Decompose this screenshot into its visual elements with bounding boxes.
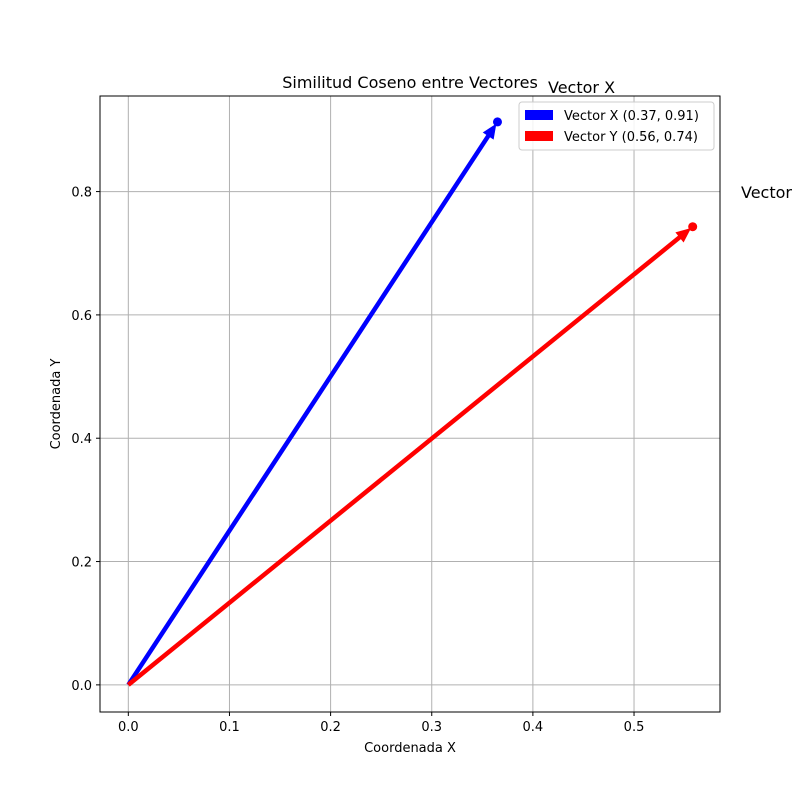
legend-box	[518, 101, 715, 151]
vectors	[126, 117, 698, 687]
legend-swatch-0	[525, 110, 553, 120]
vector-shaft-0	[126, 133, 492, 687]
vector-label-0: Vector X	[548, 78, 615, 97]
plot-frame	[99, 95, 721, 713]
legend-item-0: Vector X (0.37, 0.91)	[564, 109, 699, 124]
chart-title: Similitud Coseno entre Vectores	[282, 73, 538, 92]
x-axis-label: Coordenada X	[364, 741, 456, 756]
vector-shaft-1	[126, 234, 683, 687]
legend-swatch-1	[525, 131, 553, 141]
y-tick-label: 0.2	[71, 556, 92, 571]
vector-label-1: Vector	[741, 183, 792, 202]
y-tick-label: 0.6	[71, 309, 92, 324]
legend-item-1: Vector Y (0.56, 0.74)	[564, 130, 698, 145]
y-axis-label: Coordenada Y	[49, 359, 64, 450]
x-tick-label: 0.2	[320, 720, 341, 735]
vector-endpoint-1	[688, 222, 698, 232]
x-tick-label: 0.5	[624, 720, 645, 735]
legend: Vector X (0.37, 0.91) Vector Y (0.56, 0.7…	[518, 101, 715, 151]
ticks: 0.0 0.1 0.2 0.3 0.4 0.5 0.0 0.2 0.4 0.6 0.8	[71, 186, 644, 735]
grid	[100, 96, 720, 712]
y-tick-label: 0.0	[71, 679, 92, 694]
x-tick-label: 0.4	[523, 720, 544, 735]
vector-labels: Vector X Vector	[548, 78, 792, 202]
y-tick-label: 0.4	[71, 432, 92, 447]
x-tick-label: 0.0	[118, 720, 139, 735]
y-tick-label: 0.8	[71, 186, 92, 201]
vector-arrowhead-0	[482, 123, 497, 140]
vector-endpoint-0	[492, 117, 502, 127]
x-tick-label: 0.3	[421, 720, 442, 735]
x-tick-label: 0.1	[219, 720, 240, 735]
vector-arrowhead-1	[675, 227, 692, 243]
